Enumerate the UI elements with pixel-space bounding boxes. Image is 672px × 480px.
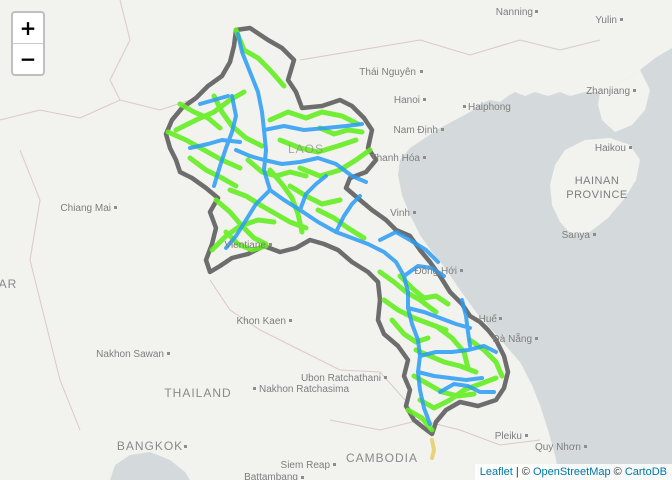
admin-boundaries (0, 0, 601, 446)
label-hanoi: Hanoi (394, 95, 420, 106)
label-haikou: Haikou (595, 143, 626, 154)
zoom-out-button[interactable]: − (13, 43, 43, 74)
label-myanmar-fragment: AR (0, 277, 17, 291)
label-sanya: Sanya (562, 230, 591, 241)
roads-blue (188, 32, 498, 426)
label-vinh: Vinh (390, 208, 410, 219)
laos-border (163, 25, 511, 437)
label-ubon: Ubon Ratchathani (301, 373, 381, 384)
label-haiphong: Haiphong (468, 102, 511, 113)
attribution-separator-1: | © (512, 466, 533, 478)
hainan-island (550, 138, 640, 235)
place-labels: Nanning Yulin Thái Nguyên Hanoi Haiphong… (0, 7, 630, 480)
leaflet-link[interactable]: Leaflet (479, 466, 513, 478)
label-bangkok: BANGKOK (117, 439, 183, 453)
label-zhanjiang: Zhanjiang (586, 86, 630, 97)
label-laos: LAOS (288, 142, 324, 156)
sea-gulf-of-thailand (110, 452, 190, 480)
label-dong-hoi: Đồng Hới (414, 265, 457, 277)
label-chiang-mai: Chiang Mai (60, 203, 111, 214)
label-nakhon-sawan: Nakhon Sawan (96, 349, 164, 360)
label-hue: Huế (479, 313, 498, 325)
road-yellow (430, 438, 437, 460)
label-nanning: Nanning (496, 7, 533, 18)
label-khon-kaen: Khon Kaen (237, 316, 287, 327)
openstreetmap-link[interactable]: OpenStreetMap (532, 466, 611, 478)
zoom-in-button[interactable]: + (19, 16, 37, 40)
cartodb-link[interactable]: CartoDB (624, 466, 667, 478)
label-cambodia: CAMBODIA (346, 451, 418, 465)
label-nam-dinh: Nam Định (394, 125, 438, 136)
label-hainan-2: PROVINCE (566, 189, 627, 201)
attribution-separator-2: © (610, 466, 625, 478)
label-da-nang: Đà Nẵng (493, 332, 532, 345)
label-battambang: Battambang (244, 472, 298, 480)
label-yulin: Yulin (595, 15, 617, 26)
label-thanh-hoa: Thanh Hóa (371, 153, 421, 164)
attribution-bar: Leaflet | © OpenStreetMap © CartoDB (474, 464, 672, 480)
city-dots (114, 10, 636, 479)
label-quy-nhon: Quy Nhơn (535, 442, 581, 453)
label-thai-nguyen: Thái Nguyên (359, 67, 416, 78)
label-vientiane: Vientiane (224, 240, 266, 251)
zoom-control: + − (11, 11, 45, 76)
label-siem-reap: Siem Reap (281, 460, 331, 471)
label-pleiku: Pleiku (495, 431, 522, 442)
label-nakhon-ratchasima: Nakhon Ratchasima (259, 384, 349, 395)
leizhou-peninsula (598, 70, 650, 132)
label-hainan-1: HAINAN (575, 175, 620, 187)
label-thailand: THAILAND (164, 386, 231, 400)
